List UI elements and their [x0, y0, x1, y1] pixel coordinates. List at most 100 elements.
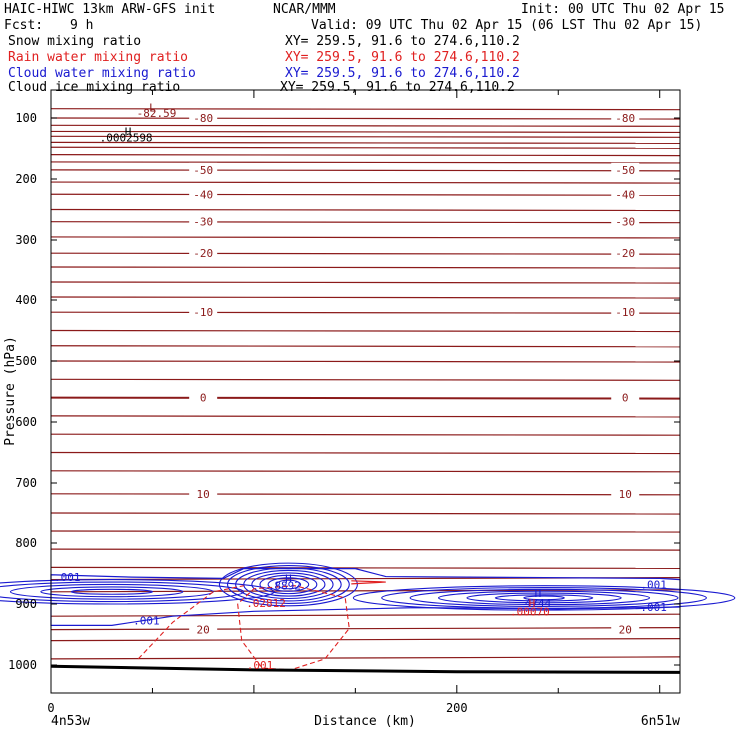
x-axis-label: Distance (km): [314, 714, 416, 729]
fcst-value: 9 h: [70, 18, 94, 33]
isotherm: [50, 266, 681, 269]
contour-label-bg: [189, 486, 218, 500]
init-time: Init: 00 UTC Thu 02 Apr 15: [521, 2, 725, 17]
contour-label-bg: [189, 214, 218, 228]
cloud-water-contour: [267, 577, 310, 592]
cloud-water-contour: [251, 572, 326, 597]
isotherm-labeled: [50, 169, 681, 172]
cloud-water-contour: [226, 565, 350, 604]
cloud-water-contour: [9, 583, 214, 600]
y-tick-label: 600: [15, 415, 37, 429]
field-name-snow: Snow mixing ratio: [8, 34, 142, 49]
contour-label-bg: [611, 162, 640, 176]
cloud-water-contour: [437, 590, 651, 606]
y-tick-label: 1000: [8, 658, 37, 672]
isotherm: [50, 281, 681, 284]
contour-annotation: H: [529, 597, 536, 610]
contour-label-bg: [611, 486, 640, 500]
x-tick-label: 200: [446, 701, 468, 715]
terrain-line: [50, 664, 681, 674]
rain-water-contour: [137, 585, 244, 660]
cloud-water-contour: [235, 567, 342, 602]
contour-label-bg: [189, 246, 218, 260]
cloud-water-contour: [275, 579, 302, 590]
temperature-contour-label: -30: [193, 216, 213, 229]
contour-label-bg: [611, 111, 640, 124]
cloud-water-contour: [409, 588, 679, 607]
isotherm: [50, 613, 681, 617]
contour-label-bg: [611, 622, 640, 636]
contour-annotation: .001: [640, 578, 667, 591]
isotherm-labeled: [50, 117, 681, 120]
contour-label-bg: [189, 305, 218, 319]
valid-time: Valid: 09 UTC Thu 02 Apr 15 (06 LST Thu …: [311, 18, 703, 33]
contour-labels: -80 -80 -50 -50 -40 -40 -30 -30 -20 -20 -10 -10 0 0 10…: [54, 102, 667, 672]
contour-annotation: L: [149, 102, 156, 115]
temperature-contour-label: -30: [615, 216, 635, 229]
isotherm-labeled: [50, 396, 681, 400]
contour-annotation: .00070: [510, 605, 550, 618]
cloud-water-contour: [352, 585, 736, 611]
temperature-contour-label: 0: [622, 392, 629, 405]
isotherm-labeled: [50, 252, 681, 255]
temperature-contour-label: 10: [619, 488, 632, 501]
isotherm: [50, 135, 681, 138]
contour-annotation: H: [535, 587, 542, 600]
y-tick-label: 700: [15, 476, 37, 490]
isotherm: [50, 433, 681, 436]
y-tick-label: 200: [15, 172, 37, 186]
isotherm: [50, 108, 681, 111]
isotherm: [50, 154, 681, 157]
plot-frame: [50, 89, 681, 694]
temperature-contour-label: -40: [193, 188, 213, 201]
rain-water-contour: [237, 585, 350, 671]
isotherm: [50, 146, 681, 149]
field-xy-cloud-ice: XY= 259.5, 91.6 to 274.6,110.2: [280, 80, 515, 95]
contour-label-bg: [611, 390, 640, 404]
left-endpoint-label: 4n53w: [51, 714, 90, 729]
contour-label-bg: [189, 390, 218, 404]
isotherm: [50, 360, 681, 363]
temperature-contour-label: -10: [615, 306, 635, 319]
isotherm-labeled: [50, 627, 681, 631]
temperature-contour-label: 20: [197, 624, 210, 637]
isotherm: [50, 296, 681, 299]
isotherm: [50, 589, 681, 593]
field-name-rain: Rain water mixing ratio: [8, 50, 189, 65]
field-name-cloud-ice: Cloud ice mixing ratio: [8, 80, 181, 95]
isotherm: [50, 637, 681, 642]
rain-water-contour: [351, 580, 386, 585]
isotherm: [50, 345, 681, 348]
contour-annotation: .001: [54, 571, 81, 584]
isotherm: [50, 329, 681, 333]
temperature-contour-label: -50: [193, 164, 213, 177]
contour-annotation: .001: [247, 659, 274, 672]
cloud-water-contour: [466, 592, 622, 604]
model-title: HAIC-HIWC 13km ARW-GFS init: [4, 2, 216, 17]
isotherm: [50, 415, 681, 418]
isotherm: [50, 566, 681, 570]
isotherm: [50, 236, 681, 239]
cloud-water-contour: [259, 574, 318, 595]
contour-label-bg: [189, 111, 218, 124]
isotherm-labeled: [50, 193, 681, 196]
temperature-contour-label: 0: [200, 392, 207, 405]
rain-water-contours: [137, 580, 386, 671]
temperature-contour-label: -10: [193, 306, 213, 319]
contour-annotation: H: [285, 572, 292, 585]
temperature-contour-label: -20: [193, 247, 213, 260]
y-axis-label: Pressure (hPa): [3, 336, 18, 446]
isotherm: [50, 378, 681, 381]
contour-label-bg: [189, 622, 218, 636]
contour-annotation: H: [125, 125, 132, 138]
cloud-water-contour: [0, 581, 245, 603]
isotherm: [50, 451, 681, 455]
temperature-contour-label: -20: [615, 247, 635, 260]
contour-label-bg: [189, 162, 218, 176]
isotherm: [50, 181, 681, 184]
isotherm-labeled: [50, 221, 681, 224]
isotherm: [50, 512, 681, 515]
temperature-contour-label: -50: [615, 164, 635, 177]
